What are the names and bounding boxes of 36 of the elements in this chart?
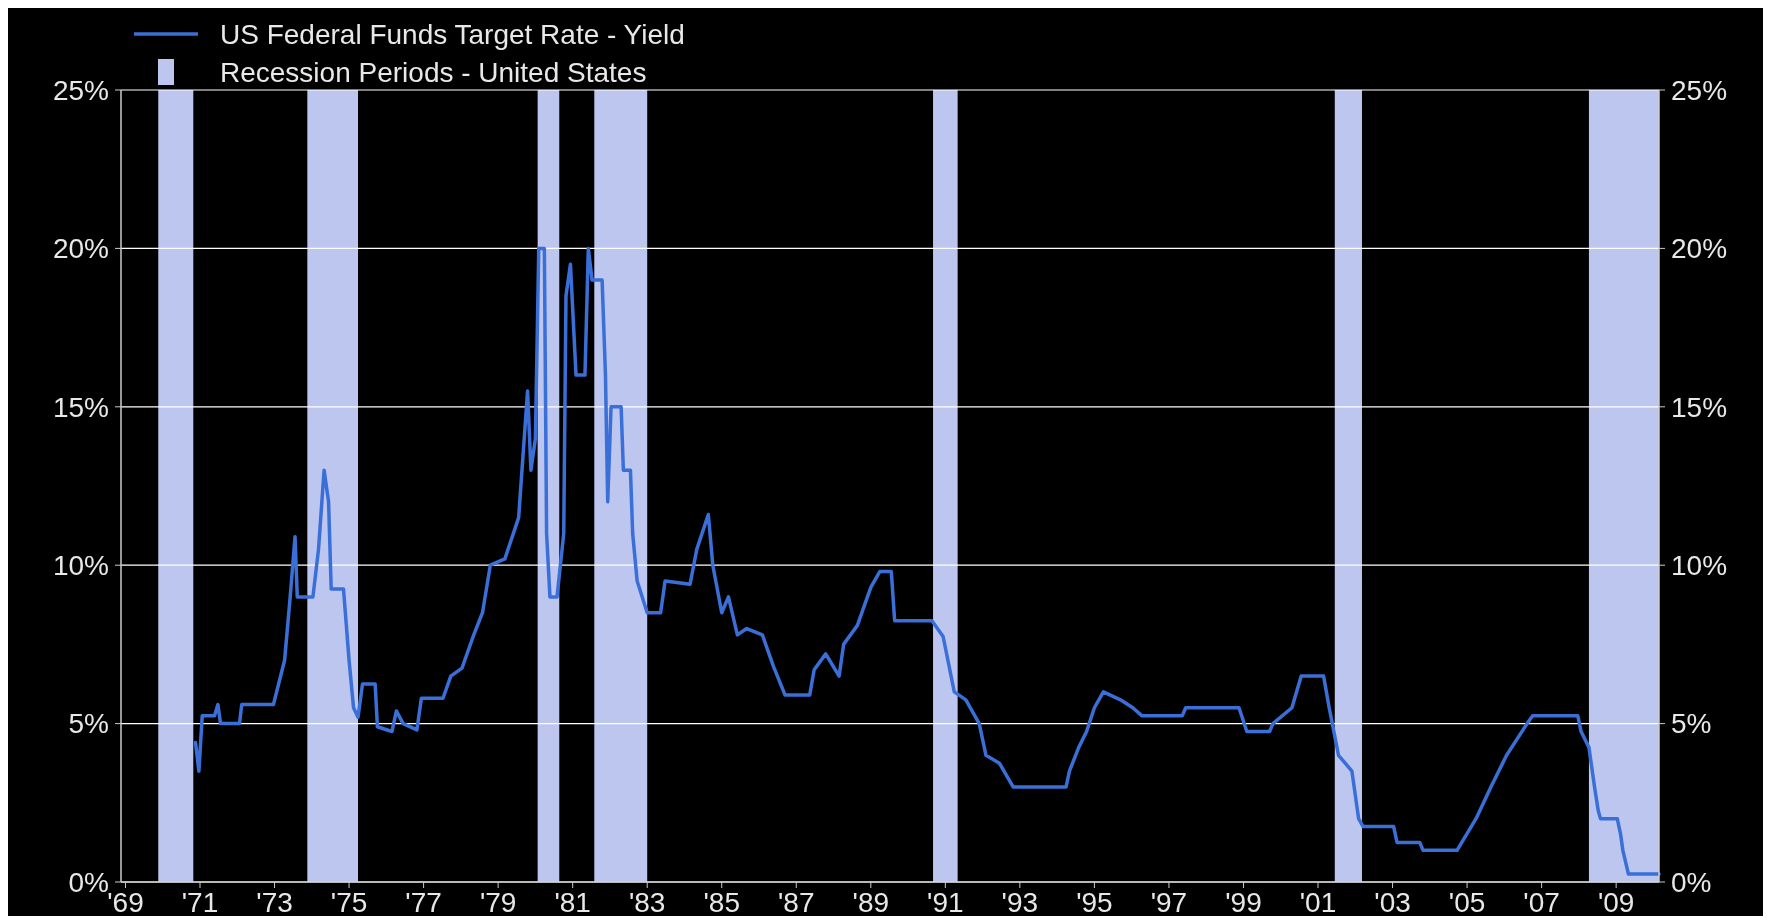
y2-tick-label: 5% <box>1671 708 1712 740</box>
y2-tick-label: 25% <box>1671 74 1728 106</box>
y2-tick-label: 20% <box>1671 233 1728 265</box>
x-tick-label: '03 <box>1374 887 1411 918</box>
x-tick-label: '01 <box>1299 887 1337 918</box>
x-tick-label: '73 <box>256 887 293 918</box>
x-tick-label: '89 <box>852 887 890 918</box>
x-tick-label: '91 <box>927 887 964 918</box>
x-tick-label: '95 <box>1076 887 1113 918</box>
y2-tick-label: 10% <box>1671 550 1728 581</box>
legend-label: US Federal Funds Target Rate - Yield <box>220 18 685 50</box>
x-tick-label: '83 <box>628 887 666 918</box>
x-tick-label: '77 <box>405 887 442 918</box>
x-tick-label: '93 <box>1001 887 1039 918</box>
x-tick-label: '85 <box>703 887 740 918</box>
y2-tick-label: 0% <box>1671 866 1712 898</box>
x-tick-label: '69 <box>107 887 144 918</box>
x-tick-label: '09 <box>1597 887 1635 918</box>
x-tick-label: '87 <box>778 887 815 918</box>
band-label: Recession Periods - United States <box>220 56 647 88</box>
x-tick-label: '05 <box>1448 887 1486 918</box>
x-tick-label: '99 <box>1225 887 1262 918</box>
y-tick-label: 0% <box>68 866 109 898</box>
x-tick-label: '75 <box>330 887 368 918</box>
y-tick-label: 25% <box>52 74 109 106</box>
x-tick-label: '97 <box>1150 887 1188 918</box>
y-tick-label: 20% <box>52 233 109 265</box>
y-tick-label: 10% <box>52 550 109 581</box>
x-tick-label: '81 <box>554 887 591 918</box>
x-tick-label: '79 <box>479 887 517 918</box>
x-tick-label: '07 <box>1523 887 1560 918</box>
x-tick-label: '71 <box>181 887 219 918</box>
y-tick-label: 15% <box>52 391 109 423</box>
y-tick-label: 5% <box>68 708 109 740</box>
y2-tick-label: 15% <box>1671 391 1728 423</box>
line-series <box>193 246 1661 876</box>
